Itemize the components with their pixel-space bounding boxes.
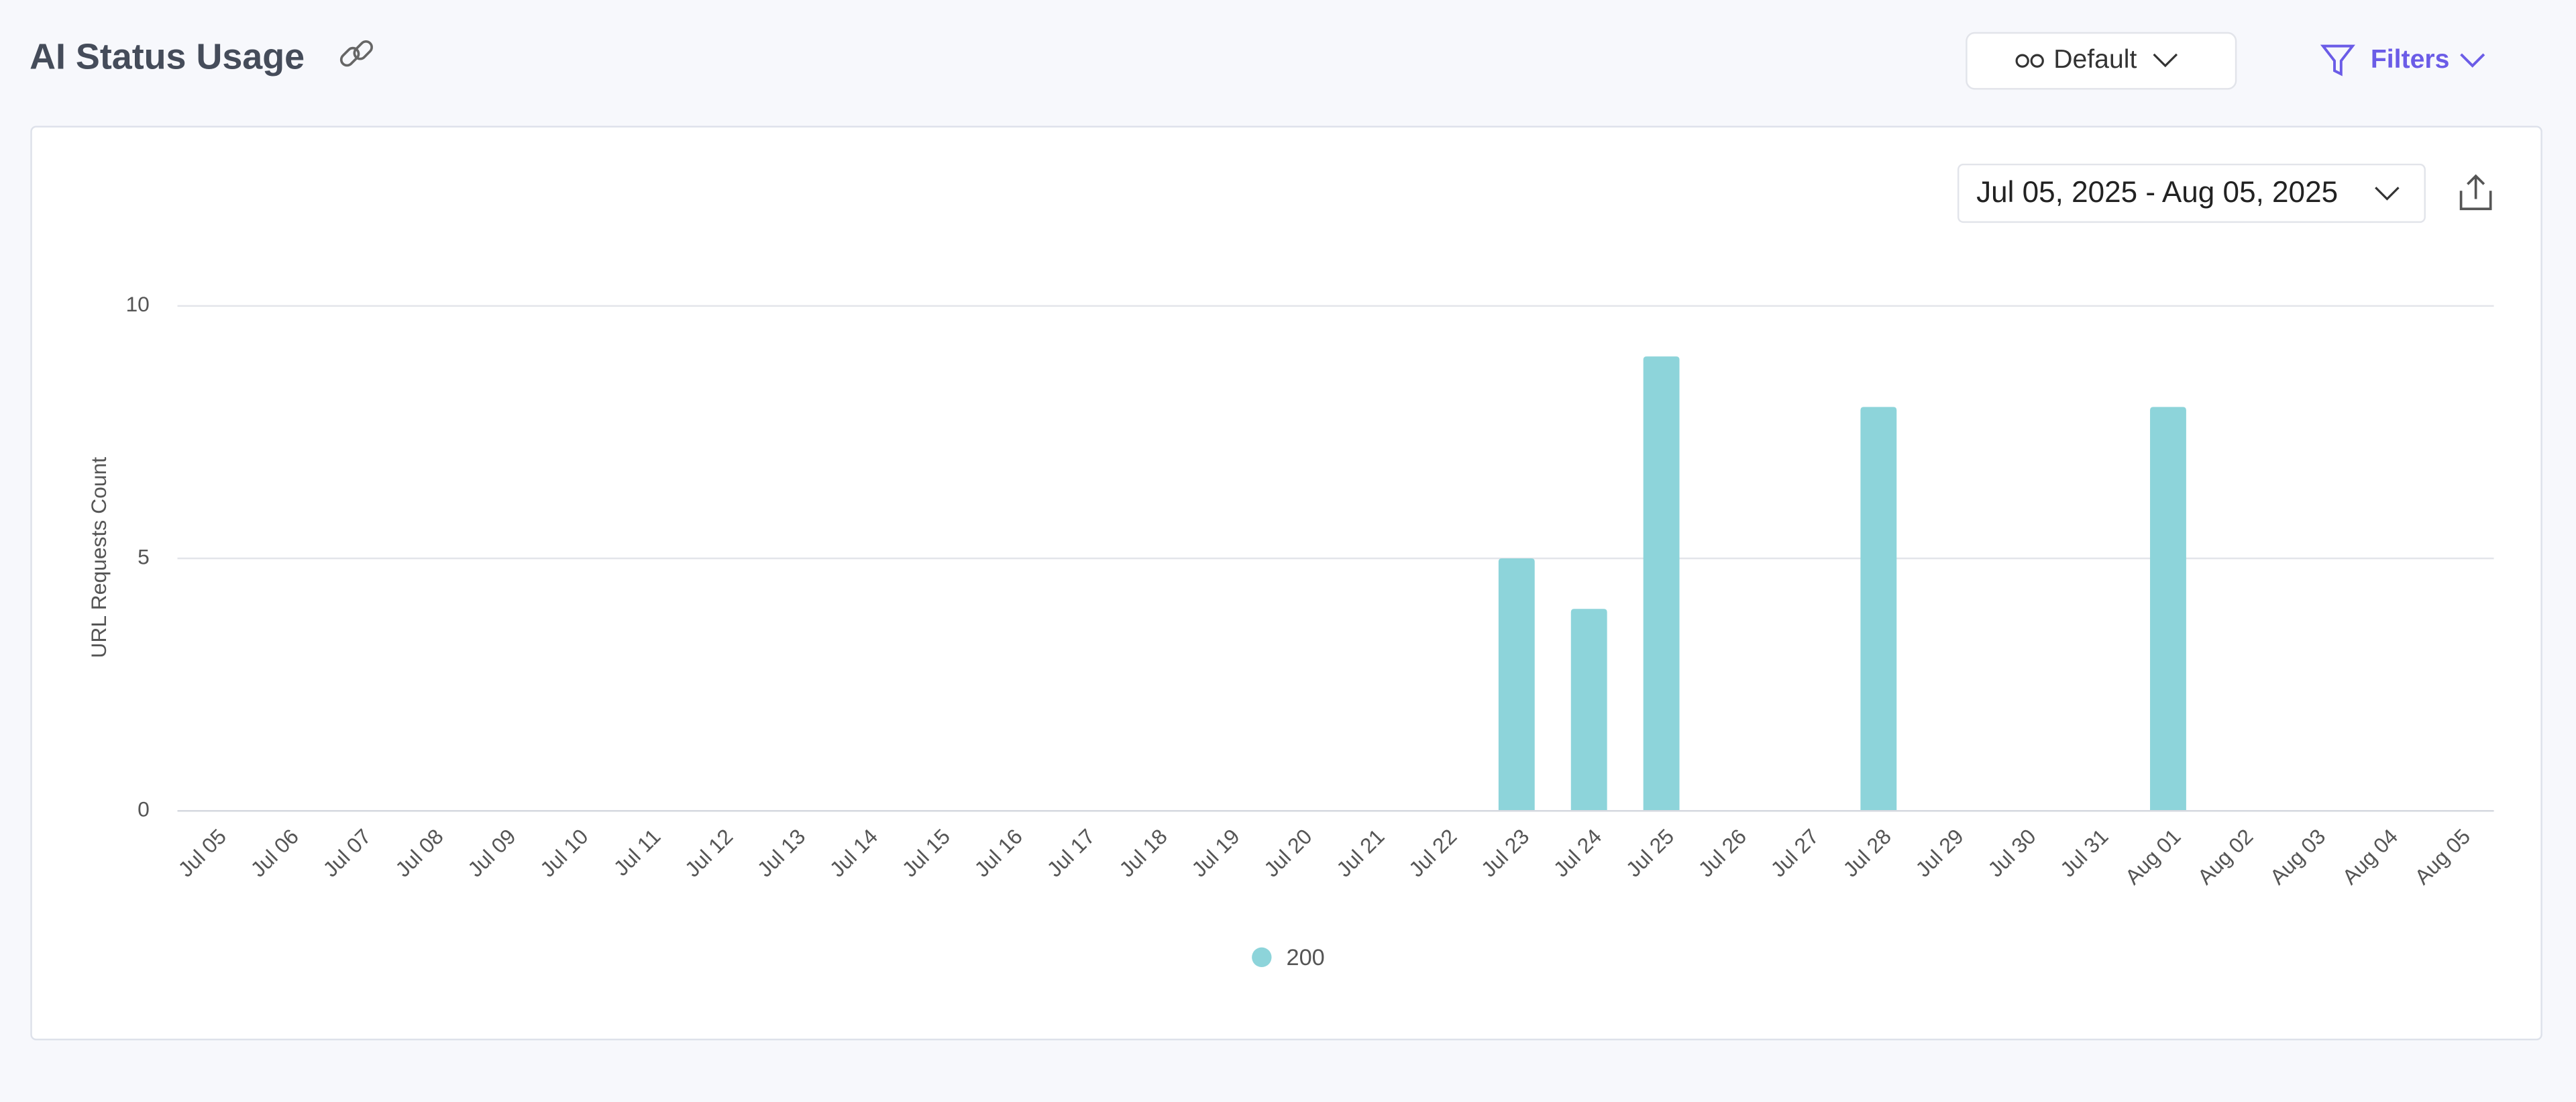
y-tick-label: 5 <box>138 544 150 568</box>
export-icon[interactable] <box>2459 174 2492 211</box>
legend-label: 200 <box>1287 945 1325 970</box>
filters-label: Filters <box>2371 45 2450 74</box>
legend-swatch <box>1252 947 1272 968</box>
date-range-picker[interactable]: Jul 05, 2025 - Aug 05, 2025 <box>1957 163 2426 223</box>
bar <box>1860 407 1897 811</box>
y-tick-label: 10 <box>125 292 149 316</box>
filters-button[interactable]: Filters <box>2320 44 2485 77</box>
view-label: Default <box>2053 45 2137 74</box>
bar <box>1570 609 1607 811</box>
bar <box>2150 407 2186 811</box>
y-tick-label: 0 <box>138 797 150 821</box>
page-title: AI Status Usage <box>30 36 305 77</box>
y-axis-label: URL Requests Count <box>87 457 111 658</box>
date-range: Jul 05, 2025 - Aug 05, 2025 <box>1976 176 2338 209</box>
view-dropdown[interactable]: Default <box>1966 32 2237 90</box>
bar <box>1643 356 1680 811</box>
link-icon[interactable] <box>339 39 374 68</box>
bar <box>1498 558 1535 811</box>
